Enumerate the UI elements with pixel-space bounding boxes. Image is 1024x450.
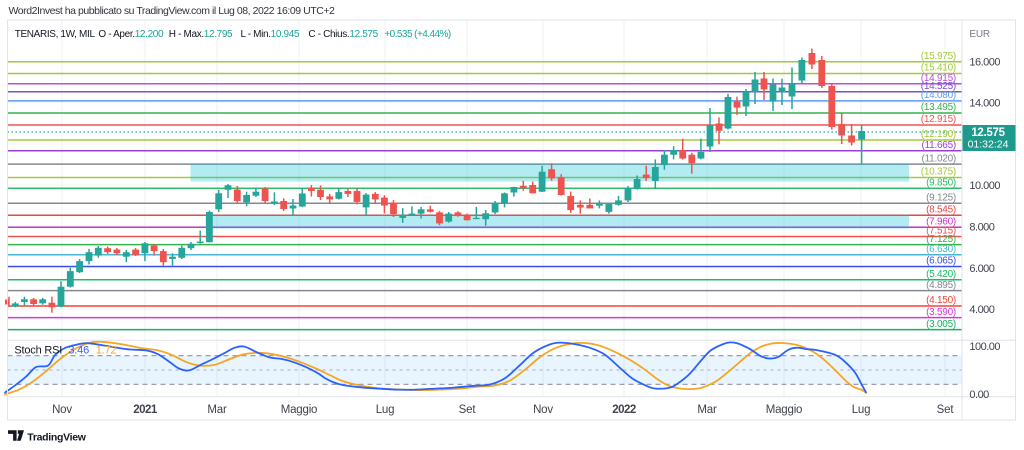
svg-text:(7.515): (7.515) (926, 226, 956, 237)
svg-text:Stoch RSI: Stoch RSI (14, 344, 62, 356)
svg-text:C - Chius.12.575: C - Chius.12.575 (308, 29, 378, 40)
svg-text:(13.495): (13.495) (921, 102, 956, 113)
svg-text:1.72: 1.72 (96, 344, 117, 356)
svg-text:(14.915): (14.915) (921, 73, 956, 84)
svg-text:O - Aper.12.200: O - Aper.12.200 (98, 29, 164, 40)
svg-text:(9.850): (9.850) (926, 178, 956, 189)
svg-text:(10.375): (10.375) (921, 167, 956, 178)
svg-text:6.000: 6.000 (969, 263, 994, 275)
svg-text:(6.065): (6.065) (926, 256, 956, 267)
svg-text:L - Min.10.945: L - Min.10.945 (241, 29, 300, 40)
svg-text:14.000: 14.000 (969, 98, 1000, 110)
svg-text:(6.630): (6.630) (926, 244, 956, 255)
svg-text:16.000: 16.000 (969, 56, 1000, 68)
svg-text:(5.420): (5.420) (926, 269, 956, 280)
svg-text:(15.975): (15.975) (921, 51, 956, 62)
svg-text:TradingView: TradingView (27, 432, 86, 444)
svg-text:H - Max.12.795: H - Max.12.795 (169, 29, 233, 40)
svg-text:(3.590): (3.590) (926, 307, 956, 318)
svg-text:Maggio: Maggio (766, 404, 803, 416)
svg-text:(14.080): (14.080) (921, 90, 956, 101)
svg-text:(4.895): (4.895) (926, 280, 956, 291)
svg-text:Lug: Lug (852, 404, 871, 416)
svg-text:Mar: Mar (207, 404, 227, 416)
svg-text:(7.960): (7.960) (926, 217, 956, 228)
svg-text:10.000: 10.000 (969, 180, 1000, 192)
svg-text:(3.005): (3.005) (926, 319, 956, 330)
svg-text:0.00: 0.00 (969, 389, 989, 401)
svg-text:(11.020): (11.020) (921, 153, 956, 164)
svg-text:(8.545): (8.545) (926, 204, 956, 215)
svg-text:Set: Set (459, 404, 477, 416)
svg-text:(12.190): (12.190) (921, 129, 956, 140)
svg-text:(7.125): (7.125) (926, 234, 956, 245)
svg-text:(14.525): (14.525) (921, 81, 956, 92)
svg-text:(9.125): (9.125) (926, 193, 956, 204)
svg-text:3.46: 3.46 (68, 344, 89, 356)
svg-text:Maggio: Maggio (281, 404, 318, 416)
svg-text:8.000: 8.000 (969, 222, 994, 234)
svg-text:(12.915): (12.915) (921, 114, 956, 125)
svg-text:+0.535 (+4.44%): +0.535 (+4.44%) (384, 29, 450, 40)
svg-text:Set: Set (937, 404, 955, 416)
svg-text:Nov: Nov (533, 404, 553, 416)
svg-text:Lug: Lug (376, 404, 395, 416)
svg-text:2021: 2021 (133, 404, 158, 416)
svg-text:TENARIS, 1W, MIL: TENARIS, 1W, MIL (15, 29, 96, 40)
svg-text:(11.665): (11.665) (921, 140, 956, 151)
svg-text:(15.410): (15.410) (921, 63, 956, 74)
svg-text:Mar: Mar (697, 404, 717, 416)
svg-text:(4.150): (4.150) (926, 295, 956, 306)
svg-text:12.575: 12.575 (971, 127, 1005, 139)
svg-text:100.00: 100.00 (969, 341, 1000, 353)
svg-text:2022: 2022 (612, 404, 636, 416)
svg-text:01:32:24: 01:32:24 (968, 139, 1009, 151)
svg-text:4.000: 4.000 (969, 304, 994, 316)
svg-text:EUR: EUR (969, 29, 990, 40)
svg-text:Nov: Nov (52, 404, 72, 416)
